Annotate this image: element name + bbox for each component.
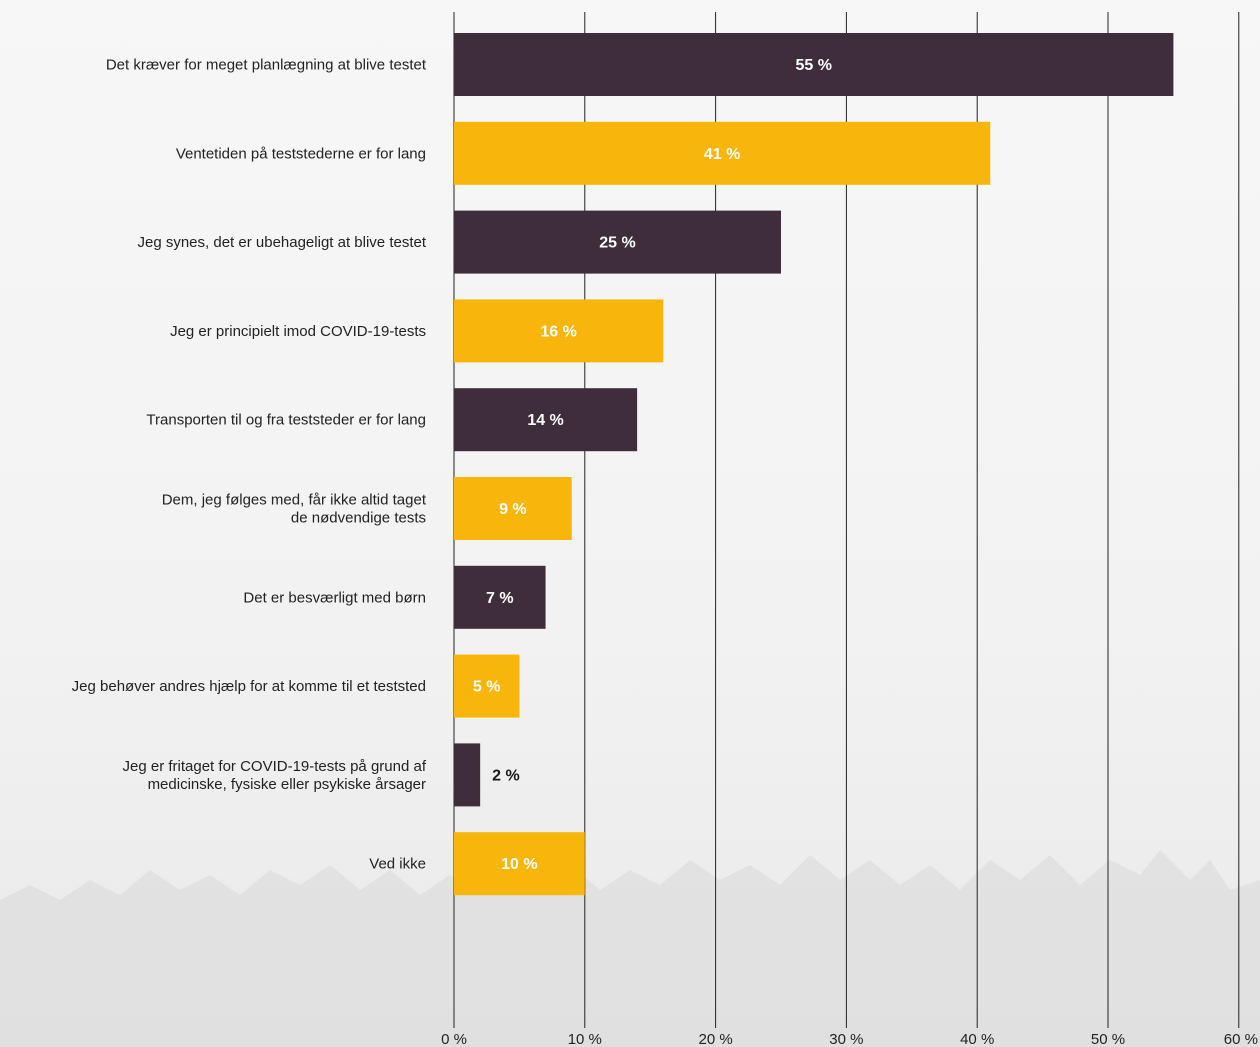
bar-value-label-1: 41 % <box>704 146 740 163</box>
x-tick-label-10: 10 % <box>568 1031 602 1047</box>
bar-4 <box>454 388 638 452</box>
category-label-4: Transporten til og fra teststeder er for… <box>146 412 426 429</box>
category-label-5: Dem, jeg følges med, får ikke altid tage… <box>162 492 427 527</box>
category-label-0-line-0: Det kræver for meget planlægning at bliv… <box>106 57 427 74</box>
category-label-0: Det kræver for meget planlægning at bliv… <box>106 57 427 74</box>
x-axis-tick-labels: 0 % 10 % 20 % 30 % 40 % 50 % 60 % <box>441 1031 1258 1047</box>
x-tick-label-20: 20 % <box>698 1031 732 1047</box>
bar-9 <box>454 832 585 896</box>
crowd-silhouette <box>0 850 1260 1047</box>
x-tick-label-0: 0 % <box>441 1031 467 1047</box>
background-crowd <box>0 850 1260 1047</box>
bar-1 <box>454 121 991 185</box>
category-label-7: Jeg behøver andres hjælp for at komme ti… <box>72 678 426 695</box>
bar-value-label-7: 5 % <box>473 679 501 696</box>
category-label-1: Ventetiden på teststederne er for lang <box>176 145 426 162</box>
bar-value-label-2: 25 % <box>599 235 635 252</box>
category-label-3-line-0: Jeg er principielt imod COVID-19-tests <box>170 323 426 340</box>
category-label-6-line-0: Det er besværligt med børn <box>243 589 426 606</box>
category-label-5-line-1: de nødvendige tests <box>291 510 426 527</box>
category-label-1-line-0: Ventetiden på teststederne er for lang <box>176 145 426 162</box>
bar-value-label-4: 14 % <box>527 412 563 429</box>
category-label-8-line-1: medicinske, fysiske eller psykiske årsag… <box>148 776 426 793</box>
category-label-9-line-0: Ved ikke <box>369 856 426 873</box>
bar-value-label-8: 2 % <box>492 767 520 784</box>
x-tick-label-30: 30 % <box>829 1031 863 1047</box>
category-label-5-line-0: Dem, jeg følges med, får ikke altid tage… <box>162 492 427 509</box>
bar-value-label-3: 16 % <box>540 323 576 340</box>
bar-value-label-6: 7 % <box>486 590 514 607</box>
category-label-2: Jeg synes, det er ubehageligt at blive t… <box>137 234 426 251</box>
bar-7 <box>454 654 520 718</box>
bar-8 <box>454 743 481 807</box>
x-tick-label-40: 40 % <box>960 1031 994 1047</box>
bar-0 <box>454 33 1174 96</box>
bar-6 <box>454 565 546 629</box>
bar-2 <box>454 210 781 274</box>
bar-value-label-9: 10 % <box>501 856 537 873</box>
category-label-8-line-0: Jeg er fritaget for COVID-19-tests på gr… <box>123 758 427 775</box>
x-tick-label-50: 50 % <box>1091 1031 1125 1047</box>
category-label-7-line-0: Jeg behøver andres hjælp for at komme ti… <box>72 678 426 695</box>
bar-value-label-0: 55 % <box>795 57 831 74</box>
category-label-2-line-0: Jeg synes, det er ubehageligt at blive t… <box>137 234 426 251</box>
category-label-3: Jeg er principielt imod COVID-19-tests <box>170 323 426 340</box>
category-label-9: Ved ikke <box>369 856 426 873</box>
category-label-8: Jeg er fritaget for COVID-19-tests på gr… <box>123 758 427 793</box>
bar-3 <box>454 299 664 363</box>
category-label-4-line-0: Transporten til og fra teststeder er for… <box>146 412 426 429</box>
bars: 55 % 41 % 25 % 16 % 14 % 9 % 7 % 5 % 2 % 10 % <box>454 33 1174 896</box>
bar-5 <box>454 477 572 540</box>
category-labels: Det kræver for meget planlægning at bliv… <box>72 57 427 873</box>
bar-value-label-5: 9 % <box>499 501 527 518</box>
x-tick-label-60: 60 % <box>1224 1031 1258 1047</box>
category-label-6: Det er besværligt med børn <box>243 589 426 606</box>
